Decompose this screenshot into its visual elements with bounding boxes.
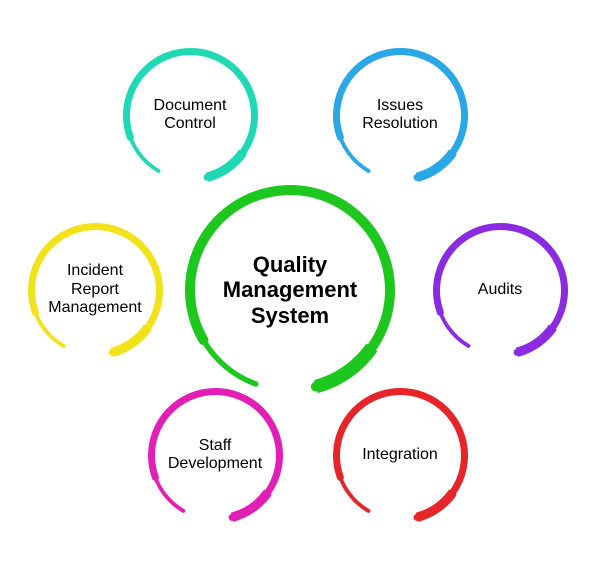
center-node: Quality Management System [190,190,390,390]
satellite-label-audits: Audits [436,226,564,354]
satellite-label-incident-report-management: Incident Report Management [31,226,159,354]
satellite-audits: Audits [436,226,564,354]
satellite-label-issues-resolution: Issues Resolution [336,51,464,179]
satellite-label-document-control: Document Control [126,51,254,179]
satellite-label-staff-development: Staff Development [151,391,279,519]
satellite-staff-development: Staff Development [151,391,279,519]
satellite-integration: Integration [336,391,464,519]
satellite-label-integration: Integration [336,391,464,519]
satellite-incident-report-management: Incident Report Management [31,226,159,354]
satellite-document-control: Document Control [126,51,254,179]
satellite-issues-resolution: Issues Resolution [336,51,464,179]
center-label: Quality Management System [190,190,390,390]
qms-diagram: Quality Management SystemDocument Contro… [0,0,600,565]
